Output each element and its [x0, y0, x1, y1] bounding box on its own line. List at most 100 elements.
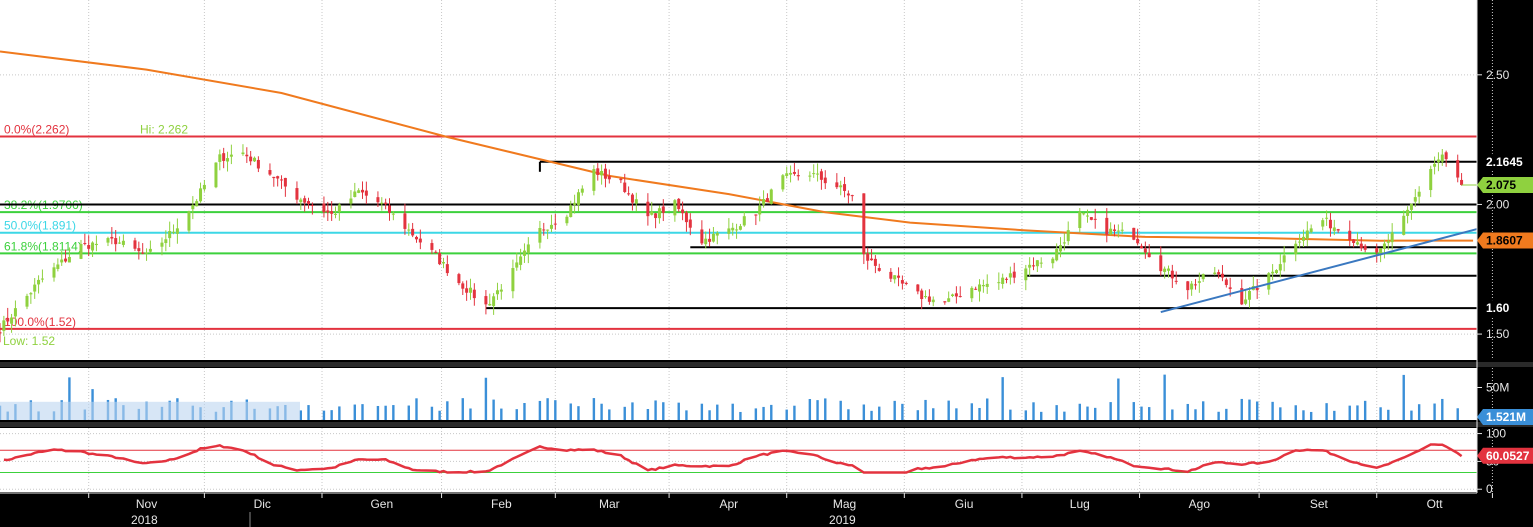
volume-bar [793, 405, 796, 420]
candle-body [1240, 288, 1244, 305]
candle-body [441, 262, 445, 264]
candle-body [387, 205, 392, 213]
volume-bar [924, 399, 927, 420]
volume-bar [1410, 410, 1413, 420]
candle-body [596, 168, 600, 175]
volume-bar [322, 410, 326, 420]
candle-body [650, 211, 654, 215]
volume-bar [415, 398, 418, 420]
volume-bar [978, 407, 981, 420]
candle-body [499, 289, 503, 292]
volume-bar [762, 406, 765, 420]
candle-body [816, 173, 820, 175]
candle-body [13, 308, 17, 317]
rsi-tick-label: 100 [1486, 427, 1506, 441]
candle-body [958, 296, 962, 298]
volume-bar [500, 408, 503, 420]
volume-bar [1186, 403, 1189, 420]
candle-body [87, 245, 91, 249]
candle-body [1332, 227, 1336, 231]
volume-bar [970, 403, 974, 420]
candle-body [326, 210, 330, 213]
candle-body [573, 202, 577, 205]
candle-body [731, 227, 735, 231]
candle-body [164, 239, 168, 244]
volume-bar [446, 401, 449, 420]
volume-bar [1148, 407, 1151, 420]
candle-body [835, 182, 839, 188]
volume-bar [384, 405, 387, 420]
candle-body [1109, 228, 1113, 235]
volume-bar [808, 399, 812, 420]
candle-body [106, 238, 110, 243]
month-label: Feb [491, 497, 512, 511]
volume-bar [1063, 411, 1066, 420]
candle-body [742, 216, 746, 226]
candle-body [819, 171, 823, 180]
candle-body [627, 193, 631, 195]
candle-body [1328, 219, 1332, 229]
candle-body [1136, 238, 1140, 244]
candle-body [769, 189, 773, 204]
volume-bar [577, 406, 580, 420]
candle-body [1429, 168, 1433, 191]
candle-body [985, 283, 989, 287]
candle-body [457, 274, 461, 284]
candle-body [353, 191, 357, 197]
month-label: Mag [833, 497, 856, 511]
candle-body [1116, 230, 1120, 232]
volume-bar [754, 408, 758, 420]
price-tag [1477, 300, 1533, 317]
candle-body [1402, 215, 1406, 235]
candle-body [1336, 229, 1340, 231]
candle-body [83, 243, 87, 245]
candle-body [195, 201, 199, 207]
candle-body [218, 154, 222, 162]
candle-body [1112, 229, 1117, 231]
candle-body [1413, 197, 1417, 202]
candle-body [33, 284, 37, 292]
volume-bar [1387, 409, 1390, 420]
candle-body [1440, 154, 1444, 162]
candle-body [1085, 215, 1090, 217]
volume-bar [438, 410, 441, 420]
candle-body [461, 283, 465, 289]
volume-bar [1032, 402, 1035, 420]
candle-body [1093, 218, 1097, 220]
volume-bar [569, 403, 572, 420]
volume-bar [1356, 405, 1359, 420]
candle-body [700, 229, 704, 244]
candle-body [1105, 217, 1109, 235]
candle-body [414, 236, 418, 240]
candle-body [974, 288, 978, 290]
candle-body [762, 199, 766, 205]
candle-body [380, 202, 384, 204]
candle-body [1147, 252, 1151, 258]
volume-bar [407, 405, 410, 420]
candle-body [488, 303, 492, 306]
candle-body [272, 176, 276, 179]
candle-body [1024, 268, 1028, 281]
rsi-last-tag [1477, 447, 1533, 464]
candle-body [349, 198, 353, 204]
candle-body [56, 264, 60, 269]
volume-bar [816, 400, 819, 420]
candle-body [1220, 273, 1224, 278]
volume-bar [1402, 374, 1405, 420]
volume-bar [955, 408, 958, 420]
volume-bar [1171, 409, 1174, 420]
volume-panel [0, 374, 1459, 420]
candle-body [307, 201, 311, 204]
candle-body [677, 198, 681, 210]
candle-body [681, 209, 685, 214]
candle-body [607, 176, 611, 180]
candle-body [943, 301, 947, 303]
candle-body [916, 284, 920, 292]
candle-body [364, 190, 368, 196]
volume-bar [1294, 405, 1297, 420]
candle-body [430, 243, 434, 250]
candle-body [407, 229, 411, 231]
candle-body [1139, 245, 1143, 249]
price-tag-label: 1.8607 [1486, 234, 1523, 248]
candle-body [623, 182, 627, 192]
